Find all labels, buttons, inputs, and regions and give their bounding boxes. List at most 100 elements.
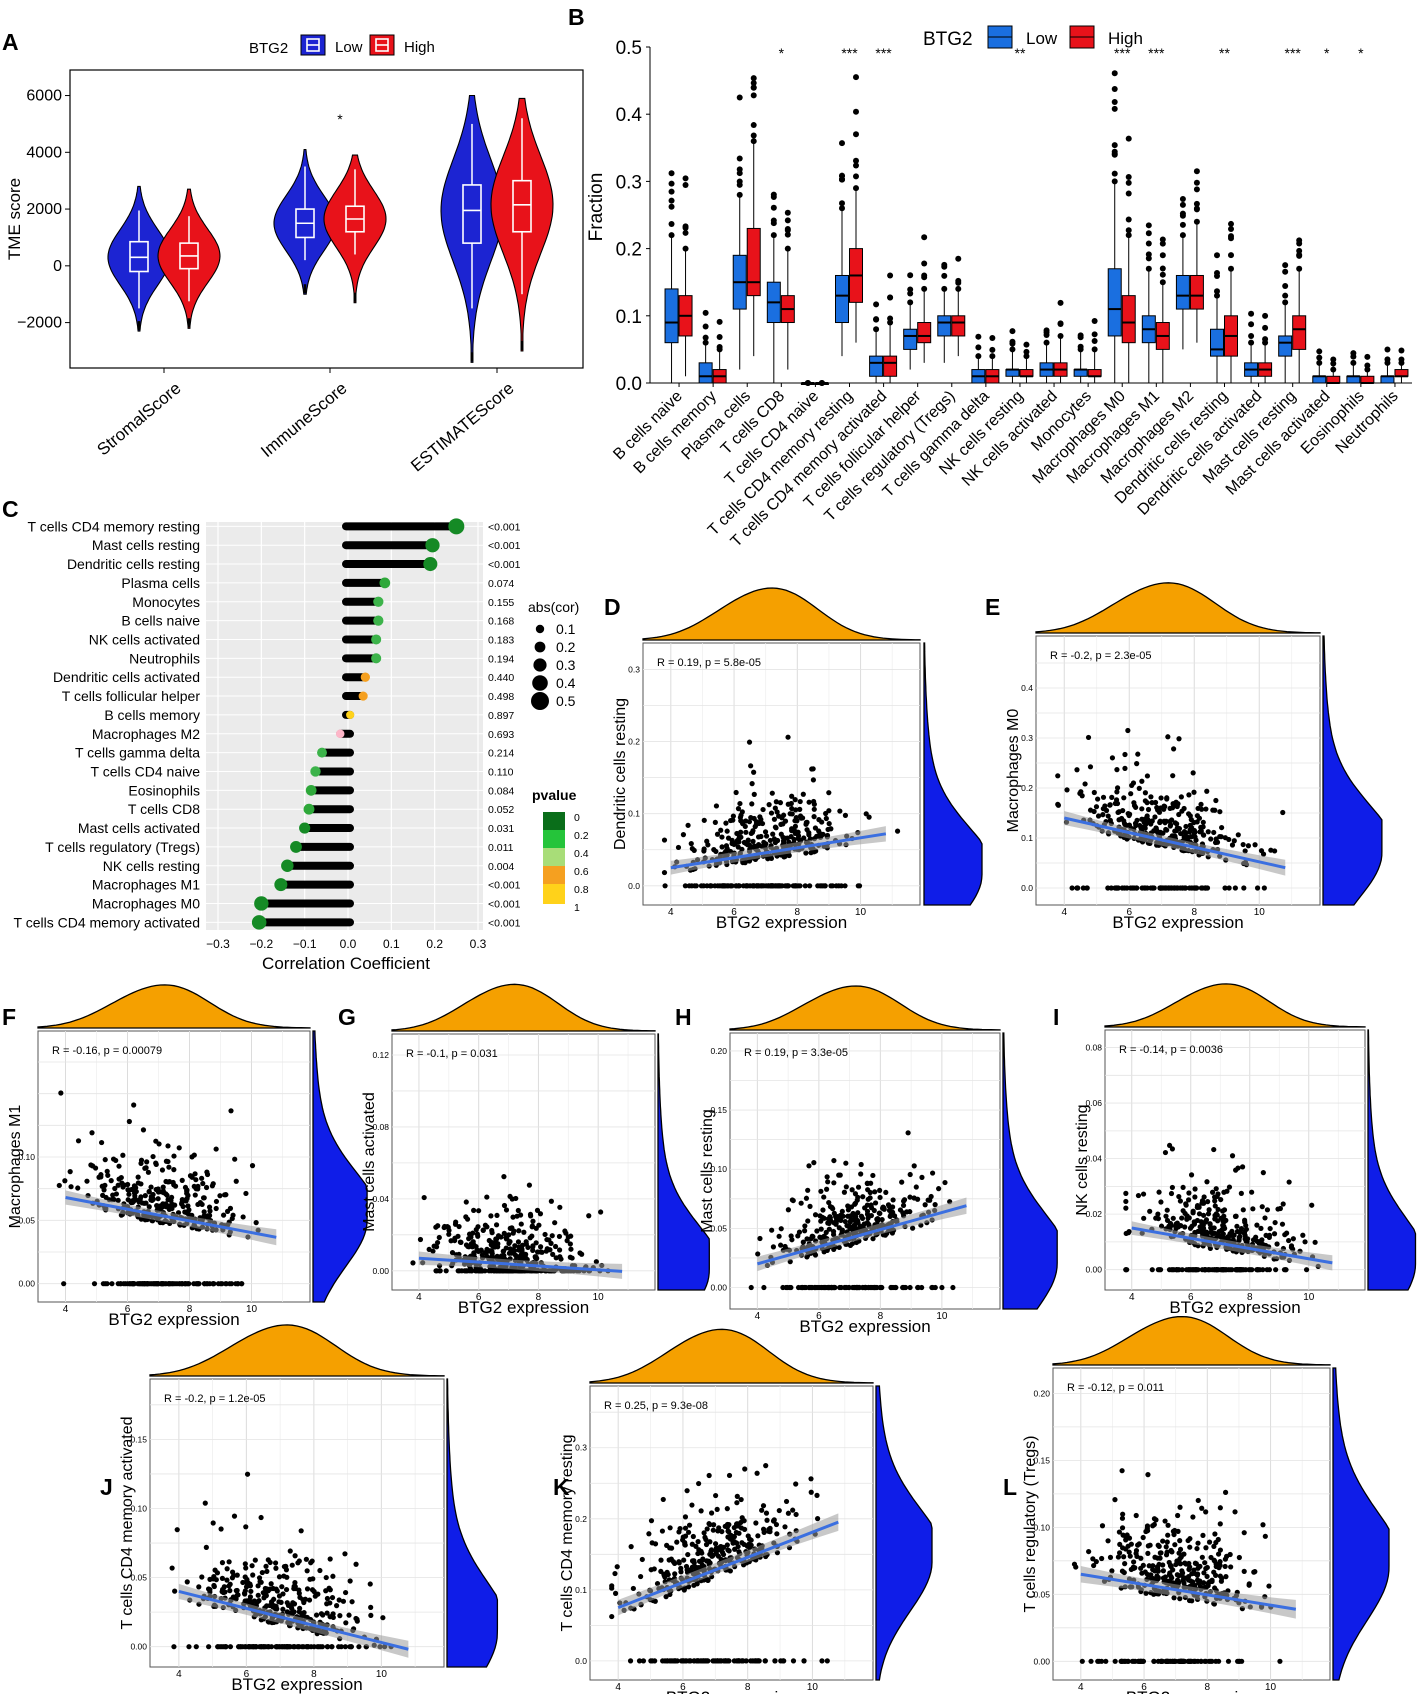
scatter-point — [867, 1284, 873, 1291]
scatter-point — [879, 1216, 885, 1223]
y-tick-label: 0.10 — [18, 1152, 35, 1162]
scatter-point — [1145, 1472, 1151, 1478]
scatter-point — [1125, 810, 1131, 817]
box-outlier — [1228, 226, 1234, 233]
scatter-point — [790, 1507, 796, 1513]
scatter-point — [1163, 885, 1170, 891]
scatter-point — [421, 1194, 427, 1201]
scatter-point — [1157, 1550, 1163, 1556]
scatter-point — [838, 1213, 844, 1219]
scatter-point — [792, 830, 798, 837]
scatter-point — [131, 1281, 137, 1287]
scatter-point — [1190, 770, 1196, 776]
x-tick-label: 6 — [1141, 1682, 1147, 1693]
scatter-point — [838, 883, 844, 889]
scatter-point — [509, 1268, 516, 1274]
scatter-point — [807, 1284, 814, 1291]
box-outlier — [921, 234, 928, 241]
scatter-point — [821, 1249, 827, 1255]
scatter-point — [1164, 1217, 1171, 1224]
scatter-point — [755, 1251, 761, 1257]
scatter-point — [1162, 1518, 1168, 1524]
scatter-point — [1116, 817, 1122, 823]
scatter-point — [721, 883, 727, 889]
scatter-point — [745, 1543, 751, 1549]
scatter-point — [825, 826, 831, 833]
box-outlier — [1159, 265, 1166, 272]
scatter-point — [153, 1161, 159, 1168]
scatter-point — [842, 1218, 848, 1225]
scatter-point — [471, 1251, 477, 1258]
box-outlier — [1125, 216, 1132, 223]
scatter-point — [261, 1595, 267, 1601]
scatter-point — [758, 816, 764, 823]
scatter-point — [1206, 1207, 1212, 1213]
scatter-point — [1153, 825, 1159, 831]
scatter-point — [224, 1208, 231, 1214]
scatter-point — [207, 1576, 213, 1582]
scatter-point — [1237, 1234, 1243, 1240]
box-outlier — [1023, 348, 1030, 355]
scatter-point — [203, 1544, 209, 1550]
scatter-point — [793, 1481, 799, 1487]
scatter-point — [304, 1644, 310, 1650]
significance-marker: *** — [1148, 45, 1165, 61]
scatter-point — [1222, 1556, 1228, 1562]
significance-marker: * — [1324, 45, 1330, 61]
scatter-point — [1241, 885, 1247, 891]
scatter-point — [1281, 1267, 1288, 1273]
scatter-point — [1156, 1189, 1162, 1195]
plot-frame — [37, 1030, 311, 1303]
scatter-point — [871, 1207, 877, 1214]
scatter-point — [1152, 799, 1159, 806]
scatter-point — [1168, 1190, 1175, 1197]
x-tick-label: 4 — [1078, 1682, 1084, 1693]
color-legend-label: 0.4 — [574, 848, 589, 860]
scatter-point — [329, 1594, 336, 1601]
scatter-point — [503, 1268, 509, 1274]
scatter-point — [1123, 1205, 1129, 1211]
scatter-point — [681, 1557, 687, 1563]
scatter-point — [1165, 1522, 1171, 1528]
scatter-point — [864, 1211, 871, 1217]
scatter-point — [1119, 885, 1125, 891]
correlation-stat: R = 0.19, p = 3.3e-05 — [744, 1047, 848, 1059]
scatter-point — [713, 803, 720, 809]
scatter-point — [249, 1563, 255, 1569]
scatter-point — [192, 1171, 198, 1177]
scatter-point — [757, 1235, 763, 1242]
p-value: 0.155 — [488, 597, 514, 609]
scatter-point — [272, 1603, 278, 1609]
scatter-point — [1158, 1199, 1164, 1205]
scatter-point — [1120, 1511, 1126, 1517]
scatter-point — [1202, 1560, 1208, 1566]
scatter-point — [809, 1233, 815, 1239]
scatter-point — [203, 1184, 210, 1191]
scatter-point — [1148, 794, 1154, 800]
scatter-point — [1236, 1554, 1242, 1561]
scatter-point — [1254, 1222, 1260, 1228]
scatter-point — [222, 1589, 228, 1595]
scatter-point — [236, 1644, 242, 1650]
y-tick-label: 0.10 — [1033, 1522, 1050, 1532]
scatter-point — [1169, 1184, 1175, 1191]
scatter-point — [922, 1202, 928, 1208]
scatter-point — [319, 1644, 326, 1650]
scatter-point — [217, 1193, 223, 1199]
scatter-point — [1123, 1198, 1129, 1205]
scatter-point — [770, 883, 777, 889]
scatter-point — [1105, 813, 1111, 819]
scatter-point — [1215, 1551, 1222, 1557]
lollipop-dot — [448, 518, 465, 535]
scatter-point — [1122, 765, 1128, 771]
box-outlier — [682, 175, 689, 182]
scatter-point — [1226, 836, 1232, 843]
scatter-point — [1168, 1547, 1174, 1554]
scatter-point — [1139, 1570, 1145, 1576]
scatter-point — [211, 1281, 217, 1287]
scatter-point — [1121, 795, 1127, 801]
scatter-point — [242, 1561, 248, 1567]
lollipop-dot — [346, 710, 355, 719]
scatter-point — [748, 763, 754, 769]
scatter-point — [263, 1563, 269, 1569]
